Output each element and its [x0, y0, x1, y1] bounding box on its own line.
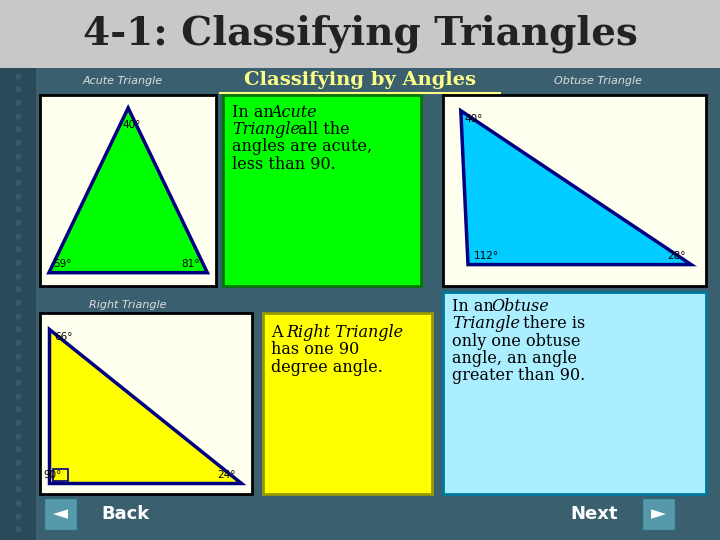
Text: only one obtuse: only one obtuse [452, 333, 580, 349]
Bar [53, 469, 68, 481]
FancyBboxPatch shape [36, 68, 720, 94]
Text: 66°: 66° [54, 332, 73, 342]
Text: Obtuse Triangle: Obtuse Triangle [554, 76, 642, 86]
Text: less than 90.: less than 90. [232, 156, 336, 172]
Text: angle, an angle: angle, an angle [452, 350, 577, 367]
FancyBboxPatch shape [44, 498, 77, 530]
Text: 81°: 81° [181, 259, 200, 269]
FancyBboxPatch shape [223, 94, 421, 286]
FancyBboxPatch shape [0, 0, 720, 68]
Text: 40°: 40° [464, 114, 483, 125]
Text: Right Triangle: Right Triangle [89, 300, 167, 310]
Text: Right Triangle: Right Triangle [287, 324, 404, 341]
Text: 24°: 24° [217, 469, 236, 480]
Polygon shape [49, 108, 207, 273]
Text: 112°: 112° [474, 251, 499, 261]
FancyBboxPatch shape [40, 94, 216, 286]
Text: Acute: Acute [270, 104, 317, 120]
FancyBboxPatch shape [443, 292, 706, 494]
Text: Acute Triangle: Acute Triangle [82, 76, 163, 86]
FancyBboxPatch shape [263, 313, 432, 494]
Text: degree angle.: degree angle. [271, 359, 383, 375]
Text: 4-1: Classifying Triangles: 4-1: Classifying Triangles [83, 15, 637, 53]
Polygon shape [461, 111, 691, 265]
Text: Obtuse: Obtuse [491, 298, 549, 315]
Text: Back: Back [102, 505, 150, 523]
Text: In an: In an [232, 104, 279, 120]
Text: ◄: ◄ [53, 504, 68, 524]
Text: Triangle: Triangle [232, 121, 300, 138]
Text: 40°: 40° [122, 120, 141, 130]
Text: there is: there is [518, 315, 585, 332]
FancyBboxPatch shape [0, 68, 36, 540]
Text: all the: all the [293, 121, 350, 138]
Polygon shape [49, 329, 241, 483]
Text: Next: Next [570, 505, 618, 523]
Text: Classifying by Angles: Classifying by Angles [244, 71, 476, 90]
Text: 59°: 59° [53, 259, 72, 269]
Text: A: A [271, 324, 288, 341]
Text: 90°: 90° [43, 469, 62, 480]
Text: greater than 90.: greater than 90. [452, 367, 585, 384]
Text: 28°: 28° [667, 251, 685, 261]
Text: angles are acute,: angles are acute, [232, 138, 372, 155]
FancyBboxPatch shape [40, 313, 252, 494]
Text: has one 90: has one 90 [271, 341, 360, 358]
FancyBboxPatch shape [642, 498, 675, 530]
Text: ►: ► [651, 504, 665, 524]
Text: In an: In an [452, 298, 499, 315]
FancyBboxPatch shape [443, 94, 706, 286]
Text: Triangle: Triangle [452, 315, 520, 332]
